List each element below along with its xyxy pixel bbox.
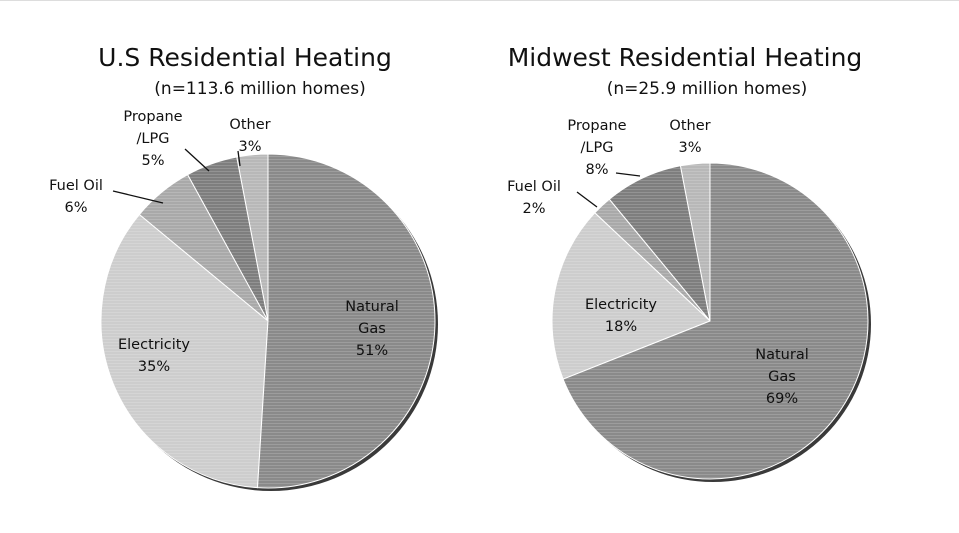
us-pie-labels: Natural Gas 51% Electricity 35% Fuel Oil 6% Pro… [49,109,399,375]
us-chart-subtitle: (n=113.6 million homes) [154,79,365,99]
us-leader-fuel-oil [112,190,164,204]
midwest-label-fuel-oil: Fuel Oil 2% [507,179,561,217]
us-label-natural-gas: Natural Gas 51% [345,299,398,359]
midwest-leader-fuel-oil [576,191,598,208]
midwest-pie [551,162,871,482]
us-leader-other [237,150,241,167]
midwest-label-other: Other 3% [669,118,710,156]
us-heating-chart: U.S Residential Heating (n=113.6 million… [49,43,438,491]
us-label-propane-lpg: Propane/LPG 5% [123,109,182,169]
us-label-fuel-oil: Fuel Oil 6% [49,178,103,216]
midwest-label-propane-lpg: Propane/LPG 8% [567,118,626,178]
midwest-chart-title: Midwest Residential Heating [508,43,863,72]
us-slice-natural-gas [256,153,436,489]
us-label-electricity: Electricity 35% [118,337,190,375]
midwest-leader-propane-lpg [615,172,641,177]
midwest-heating-chart: Midwest Residential Heating (n=25.9 mill… [507,43,871,482]
top-rule [0,0,959,1]
midwest-label-electricity: Electricity 18% [585,297,657,335]
midwest-chart-subtitle: (n=25.9 million homes) [607,79,808,99]
us-label-other: Other 3% [229,117,270,155]
us-pie [100,153,438,491]
midwest-pie-labels: Natural Gas 69% Electricity 18% Fuel Oil 2%Pro… [507,118,809,407]
midwest-label-natural-gas: Natural Gas 69% [755,347,808,407]
us-chart-title: U.S Residential Heating [98,43,392,72]
us-leader-propane-lpg [184,148,210,172]
